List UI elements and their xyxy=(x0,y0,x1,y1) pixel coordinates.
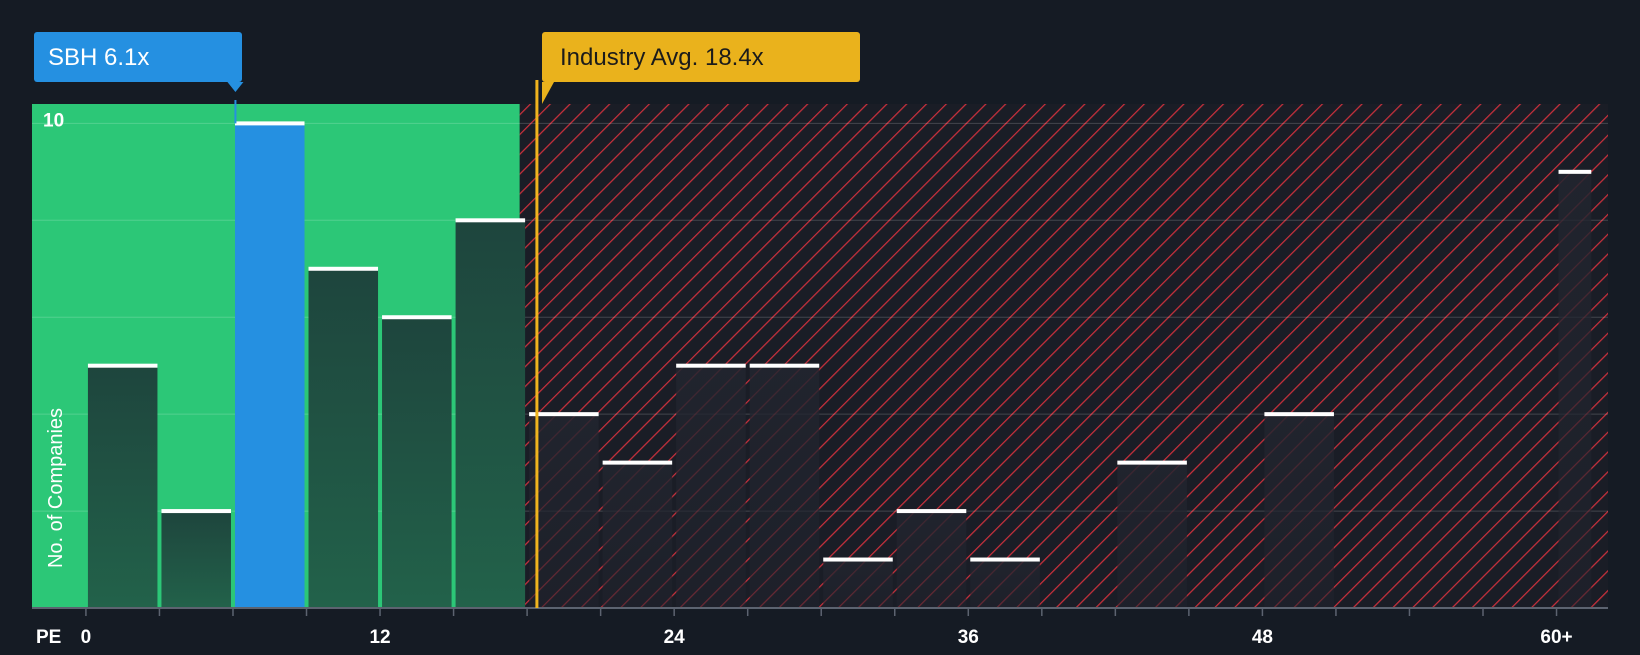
bar xyxy=(87,365,158,608)
bar xyxy=(896,511,967,608)
bar xyxy=(602,462,673,608)
bar-cap xyxy=(749,363,820,368)
bar-cap xyxy=(1558,169,1592,174)
industry-label-box xyxy=(542,32,860,82)
bar-cap xyxy=(823,557,893,562)
bar xyxy=(1558,171,1592,608)
bar-cap xyxy=(455,218,526,223)
bar-cap xyxy=(234,121,305,126)
x-tick-label: 48 xyxy=(1252,627,1273,648)
bar xyxy=(1264,414,1334,608)
bar-cap xyxy=(602,460,673,465)
bar-cap xyxy=(1117,460,1187,465)
bar-highlight xyxy=(234,123,305,608)
company-label-text: SBH 6.1x xyxy=(48,44,149,71)
bar-cap xyxy=(529,412,599,417)
x-tick-label: 24 xyxy=(664,627,686,648)
x-axis-label: PE xyxy=(36,627,61,648)
bar xyxy=(308,268,379,608)
bar xyxy=(823,559,893,608)
industry-label-pointer xyxy=(542,82,554,104)
bar xyxy=(749,365,820,608)
bar-cap xyxy=(308,266,379,271)
bar-cap xyxy=(382,315,452,320)
x-tick-label: 36 xyxy=(958,627,979,648)
company-label-pointer xyxy=(227,82,244,92)
x-tick-label: 60+ xyxy=(1540,627,1572,648)
bar xyxy=(382,317,452,608)
bar-cap xyxy=(896,509,967,514)
bar-cap xyxy=(161,509,231,514)
company-label-box xyxy=(34,32,242,82)
industry-label-text: Industry Avg. 18.4x xyxy=(560,44,764,71)
bar-cap xyxy=(87,363,158,368)
bar xyxy=(529,414,599,608)
bar xyxy=(1117,462,1187,608)
x-tick-label: 12 xyxy=(369,627,390,648)
bar xyxy=(455,220,526,609)
bar-cap xyxy=(676,363,746,368)
bar-cap xyxy=(970,557,1040,562)
bar xyxy=(970,559,1040,608)
y-tick-label: 10 xyxy=(43,110,64,131)
y-axis-label: No. of Companies xyxy=(45,408,67,568)
bar xyxy=(161,511,231,608)
bar xyxy=(676,365,746,608)
bar-cap xyxy=(1264,412,1334,417)
x-tick-label: 0 xyxy=(81,627,92,648)
